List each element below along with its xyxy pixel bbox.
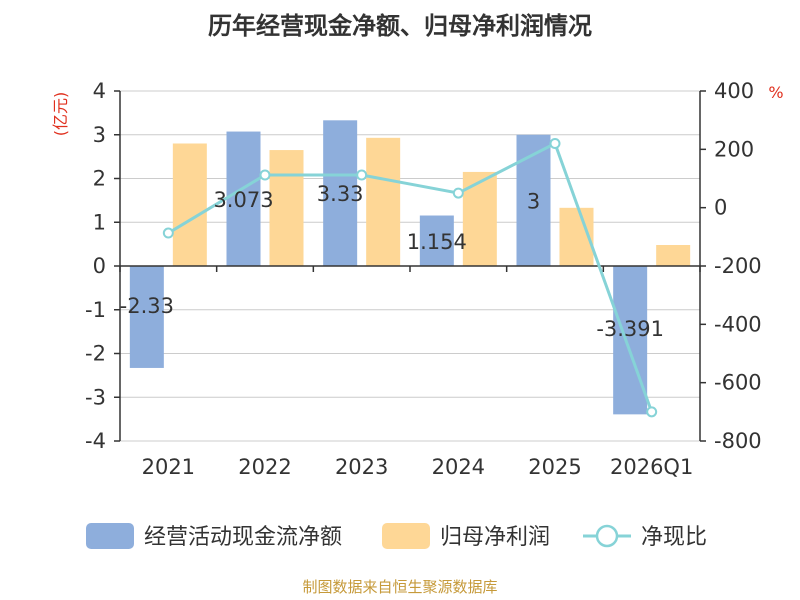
cashflow-bar-0 (129, 266, 164, 368)
cashflow-bar-1 (226, 131, 261, 266)
ratio-point-0 (162, 227, 174, 239)
x-tick-label-1: 2022 (238, 455, 291, 479)
cashflow-label-1: 3.073 (213, 188, 273, 212)
right-tick-label-4: -400 (714, 312, 762, 336)
right-tick-label-6: -800 (714, 429, 762, 453)
profit-bar-3 (462, 171, 497, 266)
left-tick-label-8: -4 (85, 429, 106, 453)
ratio-point-1 (259, 169, 271, 181)
left-tick-label-6: -2 (85, 342, 106, 366)
legend-label-1: 归母净利润 (440, 525, 550, 550)
x-tick-label-0: 2021 (142, 455, 195, 479)
cashflow-label-2: 3.33 (317, 182, 364, 206)
x-tick-label-2: 2023 (335, 455, 388, 479)
right-tick-label-2: 0 (714, 196, 727, 220)
left-tick-label-1: 3 (93, 123, 106, 147)
left-axis-unit: (亿元) (51, 92, 70, 137)
ratio-line (162, 138, 658, 418)
left-tick-label-7: -3 (85, 385, 106, 409)
left-tick-label-0: 4 (93, 79, 106, 103)
bars (129, 120, 691, 415)
right-tick-label-1: 200 (714, 137, 754, 161)
x-tick-label-3: 2024 (432, 455, 485, 479)
x-tick-label-5: 2026Q1 (610, 455, 693, 479)
left-tick-label-5: -1 (85, 298, 106, 322)
profit-bar-0 (172, 143, 207, 266)
legend-label-2: 净现比 (641, 525, 707, 550)
source-note: 制图数据来自恒生聚源数据库 (302, 578, 497, 596)
cashflow-bar-3 (419, 215, 454, 266)
legend: 经营活动现金流净额 归母净利润 净现比 (86, 523, 707, 550)
cashflow-bar-5 (613, 266, 648, 415)
profit-bar-2 (366, 137, 401, 266)
x-tick-label-4: 2025 (528, 455, 581, 479)
cashflow-bar-2 (323, 120, 358, 266)
ratio-point-2 (356, 169, 368, 181)
legend-label-0: 经营活动现金流净额 (144, 525, 342, 550)
legend-swatch-1 (382, 523, 430, 549)
legend-swatch-0 (86, 523, 134, 549)
left-tick-label-4: 0 (93, 254, 106, 278)
cashflow-label-0: -2.33 (120, 294, 174, 318)
profit-bar-1 (269, 150, 304, 266)
ratio-point-3 (452, 187, 464, 199)
left-tick-label-2: 2 (93, 167, 106, 191)
right-tick-label-5: -600 (714, 371, 762, 395)
right-tick-label-0: 400 (714, 79, 754, 103)
cashflow-label-3: 1.154 (407, 230, 467, 254)
right-tick-label-3: -200 (714, 254, 762, 278)
cashflow-bar-4 (516, 134, 551, 266)
ratio-line-path (167, 141, 654, 413)
legend-marker-swatch (595, 524, 619, 548)
right-axis-unit: % (768, 83, 783, 102)
data-labels: -2.33 3.073 3.33 1.154 3 -3.391 (120, 182, 664, 341)
axes: 4 3 2 1 0 -1 -2 -3 -4 400 200 0 -200 -400 -600 -800 2021… (85, 79, 762, 479)
left-tick-label-3: 1 (93, 210, 106, 234)
ratio-point-5 (646, 406, 658, 418)
ratio-point-4 (549, 138, 561, 149)
cashflow-label-5: -3.391 (596, 317, 664, 341)
chart-title: 历年经营现金净额、归母净利润情况 (208, 12, 592, 40)
cashflow-label-4: 3 (527, 189, 540, 213)
profit-bar-5 (656, 245, 691, 266)
